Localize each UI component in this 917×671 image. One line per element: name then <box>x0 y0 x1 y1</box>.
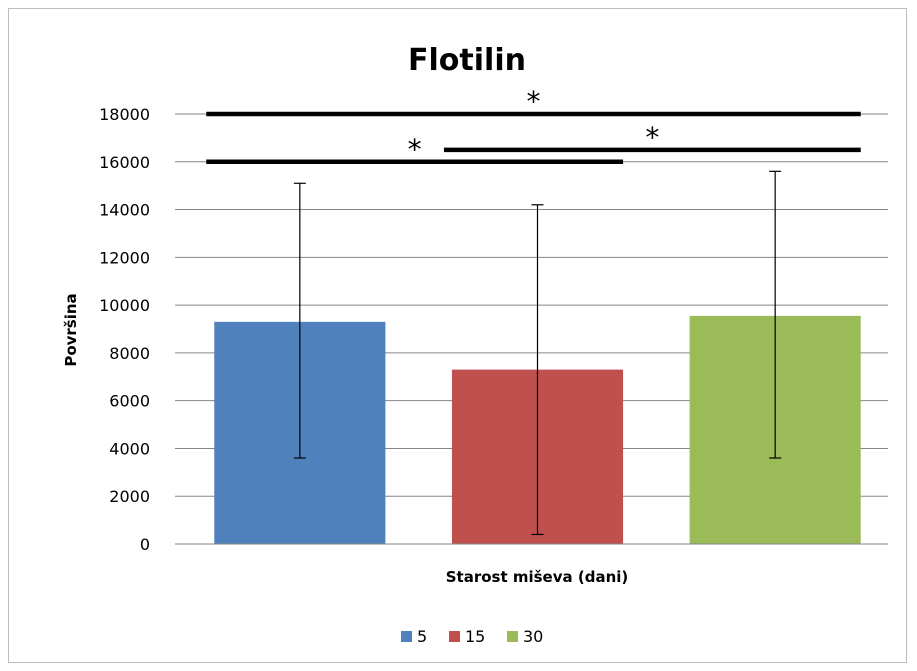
significance-label: * <box>408 133 422 166</box>
chart-title: Flotilin <box>408 43 526 78</box>
legend-swatch <box>449 631 460 642</box>
y-axis-tick-labels: 0 2000 4000 6000 8000 10000 12000 14000 16000 180… <box>99 105 150 554</box>
y-tick-label: 10000 <box>99 296 150 315</box>
y-tick-label: 16000 <box>99 153 150 172</box>
significance-label: * <box>527 85 541 118</box>
legend-label: 15 <box>465 627 485 646</box>
legend: 5 15 30 <box>401 627 543 646</box>
y-axis-title: Površina <box>62 293 80 366</box>
y-tick-label: 12000 <box>99 248 150 267</box>
y-tick-label: 8000 <box>109 344 150 363</box>
y-tick-label: 2000 <box>109 487 150 506</box>
y-tick-label: 18000 <box>99 105 150 124</box>
y-tick-label: 6000 <box>109 392 150 411</box>
legend-label: 30 <box>523 627 543 646</box>
y-tick-label: 14000 <box>99 201 150 220</box>
legend-swatch <box>401 631 412 642</box>
error-bars <box>293 170 782 536</box>
significance-label: * <box>645 121 659 154</box>
significance-brackets: * * * <box>206 85 861 166</box>
legend-label: 5 <box>417 627 427 646</box>
y-tick-label: 4000 <box>109 439 150 458</box>
legend-swatch <box>507 631 518 642</box>
x-axis-title: Starost miševa (dani) <box>446 568 629 586</box>
y-tick-label: 0 <box>140 535 150 554</box>
